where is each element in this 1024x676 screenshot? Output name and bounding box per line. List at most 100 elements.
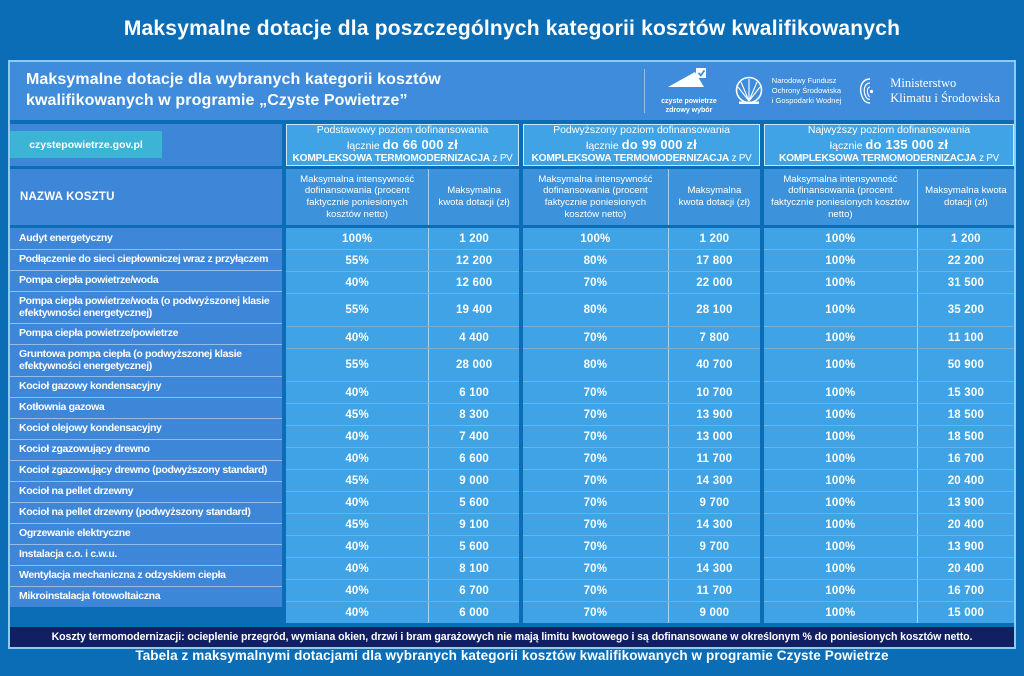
amount-value: 12 600 bbox=[429, 272, 519, 293]
panel-title: Maksymalne dotacje dla wybranych kategor… bbox=[26, 70, 441, 112]
intensity-value: 70% bbox=[523, 580, 669, 601]
table-row: 45% 8 300 bbox=[286, 403, 519, 425]
table-row: 100% 1 200 bbox=[286, 228, 519, 249]
czyste-powietrze-logo-text: czyste powietrze zdrowy wybór bbox=[661, 97, 717, 114]
intensity-value: 100% bbox=[523, 228, 669, 249]
group-stack-highest: Najwyższy poziom dofinansowania łącznie … bbox=[764, 124, 1014, 623]
table-row: 40% 5 600 bbox=[286, 535, 519, 557]
amount-value: 9 100 bbox=[429, 514, 519, 535]
table-row: 70% 13 900 bbox=[523, 403, 760, 425]
cost-name-cell: Kocioł zgazowujący drewno (podwyższony s… bbox=[10, 460, 282, 481]
group-header-basic: Podstawowy poziom dofinansowania łącznie… bbox=[286, 124, 519, 166]
amount-value: 4 400 bbox=[429, 327, 519, 348]
intensity-value: 40% bbox=[286, 426, 430, 447]
intensity-value: 100% bbox=[764, 470, 918, 491]
amount-value: 6 600 bbox=[429, 448, 519, 469]
intensity-value: 100% bbox=[764, 448, 918, 469]
intensity-subheader: Maksymalna intensywność dofinansowania (… bbox=[764, 169, 918, 225]
intensity-value: 70% bbox=[523, 514, 669, 535]
table-row: 70% 14 300 bbox=[523, 557, 760, 579]
intensity-value: 70% bbox=[523, 470, 669, 491]
table-row: 80% 28 100 bbox=[523, 293, 760, 326]
table-row: 100% 1 200 bbox=[764, 228, 1014, 249]
amount-value: 14 300 bbox=[668, 558, 760, 579]
table-row: 70% 10 700 bbox=[523, 381, 760, 403]
intensity-value: 40% bbox=[286, 558, 430, 579]
intensity-value: 80% bbox=[523, 250, 669, 271]
cost-name-cell: Audyt energetyczny bbox=[10, 228, 282, 249]
table-row: 70% 13 000 bbox=[523, 425, 760, 447]
intensity-value: 100% bbox=[764, 492, 918, 513]
table-row: 40% 6 100 bbox=[286, 381, 519, 403]
intensity-value: 70% bbox=[523, 448, 669, 469]
cost-name-cell: Kocioł na pellet drzewny bbox=[10, 481, 282, 502]
table-row: 100% 16 700 bbox=[764, 447, 1014, 469]
amount-subheader: Maksymalna kwota dotacji (zł) bbox=[429, 169, 519, 225]
intensity-value: 55% bbox=[286, 349, 430, 381]
table-row: 100% 18 500 bbox=[764, 403, 1014, 425]
subheader-row: Maksymalna intensywność dofinansowania (… bbox=[286, 169, 519, 225]
group-header-highest: Najwyższy poziom dofinansowania łącznie … bbox=[764, 124, 1014, 166]
intensity-value: 70% bbox=[523, 404, 669, 425]
table-row: 100% 1 200 bbox=[523, 228, 760, 249]
table-row: 70% 22 000 bbox=[523, 271, 760, 293]
intensity-value: 40% bbox=[286, 327, 430, 348]
intensity-subheader: Maksymalna intensywność dofinansowania (… bbox=[523, 169, 669, 225]
cost-name-cell: Kocioł gazowy kondensacyjny bbox=[10, 376, 282, 397]
amount-value: 20 400 bbox=[917, 470, 1014, 491]
table-row: 70% 9 000 bbox=[523, 601, 760, 623]
ministry-logo: Ministerstwo Klimatu i Środowiska bbox=[857, 76, 1000, 106]
amount-value: 1 200 bbox=[917, 228, 1014, 249]
intensity-value: 55% bbox=[286, 250, 430, 271]
cost-name-cell: Instalacja c.o. i c.w.u. bbox=[10, 544, 282, 565]
amount-value: 12 200 bbox=[429, 250, 519, 271]
table-row: 40% 6 700 bbox=[286, 579, 519, 601]
amount-value: 1 200 bbox=[429, 228, 519, 249]
group-header-elevated: Podwyższony poziom dofinansowania łączni… bbox=[523, 124, 760, 166]
table-row: 100% 13 900 bbox=[764, 535, 1014, 557]
amount-value: 31 500 bbox=[917, 272, 1014, 293]
cost-name-cell: Pompa ciepła powietrze/powietrze bbox=[10, 323, 282, 344]
table-row: 55% 28 000 bbox=[286, 348, 519, 381]
table-row: 100% 50 900 bbox=[764, 348, 1014, 381]
site-url-tab: czystepowietrze.gov.pl bbox=[10, 131, 162, 158]
cost-name-cell: Ogrzewanie elektryczne bbox=[10, 523, 282, 544]
amount-value: 6 700 bbox=[429, 580, 519, 601]
amount-value: 9 000 bbox=[668, 602, 760, 623]
amount-value: 11 700 bbox=[668, 448, 760, 469]
intensity-value: 100% bbox=[764, 558, 918, 579]
table-panel: Maksymalne dotacje dla wybranych kategor… bbox=[8, 60, 1016, 649]
amount-subheader: Maksymalna kwota dotacji (zł) bbox=[668, 169, 760, 225]
amount-value: 15 000 bbox=[917, 602, 1014, 623]
amount-value: 16 700 bbox=[917, 580, 1014, 601]
table-row: 40% 6 000 bbox=[286, 601, 519, 623]
table-row: 70% 11 700 bbox=[523, 579, 760, 601]
intensity-value: 70% bbox=[523, 426, 669, 447]
table-row: 40% 12 600 bbox=[286, 271, 519, 293]
table-row: 70% 9 700 bbox=[523, 535, 760, 557]
amount-value: 18 500 bbox=[917, 404, 1014, 425]
cost-name-cell: Kocioł zgazowujący drewno bbox=[10, 439, 282, 460]
intensity-value: 100% bbox=[286, 228, 430, 249]
amount-value: 28 000 bbox=[429, 349, 519, 381]
table-row: 100% 20 400 bbox=[764, 513, 1014, 535]
cost-name-cell: Kocioł na pellet drzewny (podwyższony st… bbox=[10, 502, 282, 523]
amount-value: 5 600 bbox=[429, 536, 519, 557]
intensity-value: 40% bbox=[286, 492, 430, 513]
group-stack-elevated: Podwyższony poziom dofinansowania łączni… bbox=[523, 124, 760, 623]
table-row: 100% 20 400 bbox=[764, 557, 1014, 579]
intensity-value: 40% bbox=[286, 602, 430, 623]
table-row: 100% 15 300 bbox=[764, 381, 1014, 403]
intensity-value: 100% bbox=[764, 228, 918, 249]
intensity-value: 100% bbox=[764, 250, 918, 271]
amount-value: 28 100 bbox=[668, 294, 760, 326]
nfosigw-tree-circle-icon bbox=[733, 75, 765, 107]
intensity-value: 100% bbox=[764, 580, 918, 601]
amount-value: 22 200 bbox=[917, 250, 1014, 271]
amount-value: 14 300 bbox=[668, 514, 760, 535]
table-row: 40% 5 600 bbox=[286, 491, 519, 513]
intensity-value: 45% bbox=[286, 514, 430, 535]
amount-value: 13 900 bbox=[917, 536, 1014, 557]
table-row: 70% 14 300 bbox=[523, 513, 760, 535]
table-row: 80% 17 800 bbox=[523, 249, 760, 271]
